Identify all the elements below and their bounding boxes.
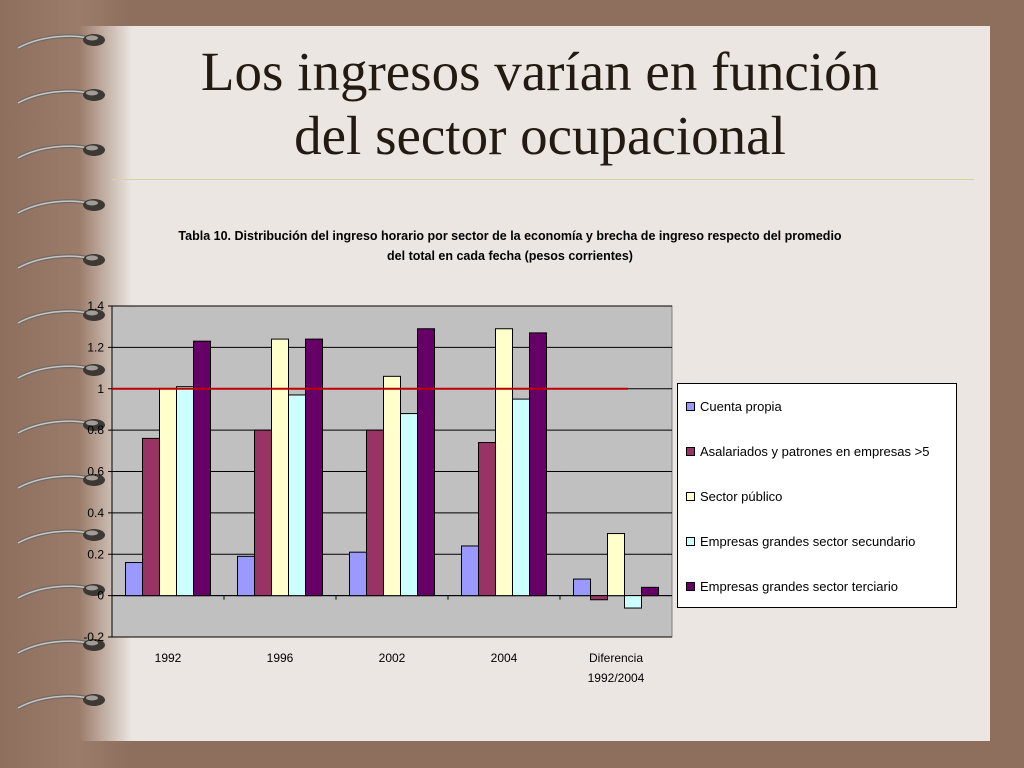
y-tick-label: 0.2 <box>87 547 104 561</box>
y-tick-label: 1 <box>97 382 104 396</box>
spiral-ring <box>17 89 105 105</box>
legend-item: Cuenta propia <box>686 396 782 416</box>
chart-title-line-2: del total en cada fecha (pesos corriente… <box>387 249 633 263</box>
chart-title: Tabla 10. Distribución del ingreso horar… <box>130 226 890 266</box>
spiral-ring <box>17 584 105 600</box>
x-tick-label: 1992 <box>155 651 182 665</box>
spiral-ring <box>17 529 105 545</box>
x-tick-label: 2002 <box>379 651 406 665</box>
x-tick-label: 1996 <box>267 651 294 665</box>
spiral-ring <box>17 639 105 655</box>
spiral-ring <box>17 199 105 215</box>
legend-swatch <box>686 401 695 411</box>
legend-swatch <box>686 581 695 591</box>
y-tick-label: 0.4 <box>87 506 104 520</box>
bar <box>193 340 211 597</box>
legend-swatch <box>686 446 695 456</box>
bar <box>607 533 625 597</box>
bar <box>417 328 435 597</box>
spiral-ring <box>17 474 105 490</box>
bar <box>349 551 367 597</box>
y-tick-label: 1.2 <box>87 340 104 354</box>
legend-swatch <box>686 536 695 546</box>
bar <box>254 429 272 597</box>
bar <box>383 375 401 597</box>
spiral-ring <box>17 694 105 710</box>
slide-title-line-2: del sector ocupacional <box>294 105 786 166</box>
bar <box>305 338 323 597</box>
legend-label: Sector público <box>700 488 783 504</box>
x-tick-label: 1992/2004 <box>588 671 645 685</box>
bar <box>478 442 496 597</box>
y-tick-label: -0.2 <box>83 630 104 644</box>
legend-label: Cuenta propia <box>700 398 782 414</box>
x-tick-label: Diferencia <box>589 651 643 665</box>
bar <box>142 437 160 597</box>
bar <box>366 429 384 597</box>
bar <box>641 586 659 597</box>
bar <box>495 328 513 597</box>
bar <box>176 386 194 597</box>
y-tick-label: 1.4 <box>87 299 104 313</box>
bar <box>237 555 255 597</box>
bar <box>590 595 608 601</box>
y-tick-label: 0.6 <box>87 465 104 479</box>
spiral-ring <box>17 34 105 50</box>
legend-item: Sector público <box>686 486 782 506</box>
spiral-ring <box>17 309 105 325</box>
legend-item: Empresas grandes sector terciario <box>686 576 898 596</box>
legend-swatch <box>686 491 695 501</box>
bar <box>271 338 289 597</box>
legend-label: Empresas grandes sector secundario <box>700 533 916 549</box>
legend-label: Asalariados y patrones en empresas >5 <box>700 443 930 459</box>
y-tick-label: 0.8 <box>87 423 104 437</box>
bar <box>624 595 642 609</box>
legend-item: Asalariados y patrones en empresas >5 <box>686 441 929 461</box>
legend-label: Empresas grandes sector terciario <box>700 578 898 594</box>
slide-title: Los ingresos varían en función del secto… <box>110 40 970 168</box>
chart-legend: Cuenta propia Asalariados y patrones en e… <box>677 383 957 608</box>
spiral-ring <box>17 144 105 160</box>
bar <box>461 545 479 597</box>
spiral-ring <box>17 364 105 380</box>
y-tick-label: 0 <box>97 589 104 603</box>
bar <box>529 332 547 597</box>
legend-item: Empresas grandes sector secundario <box>686 531 915 551</box>
bar <box>159 388 177 597</box>
bar <box>512 398 530 597</box>
bar <box>573 578 591 597</box>
x-tick-label: 2004 <box>491 651 518 665</box>
title-divider <box>112 179 974 180</box>
slide-title-line-1: Los ingresos varían en función <box>200 41 880 102</box>
spiral-ring <box>17 254 105 270</box>
spiral-ring <box>17 419 105 435</box>
bar <box>288 394 306 597</box>
bar <box>400 413 418 597</box>
spiral-binding <box>17 34 105 710</box>
chart-title-line-1: Tabla 10. Distribución del ingreso horar… <box>178 229 842 243</box>
bar <box>125 562 143 597</box>
